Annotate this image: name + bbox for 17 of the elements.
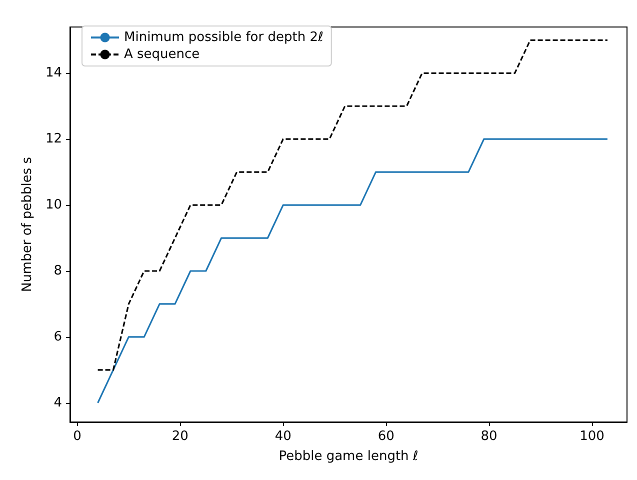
x-tick-label: 40 [274,429,292,444]
legend-label: Minimum possible for depth 2ℓ [124,30,324,45]
x-tick-label: 0 [73,429,82,444]
y-axis-title: Number of pebbles s [20,156,35,292]
y-tick-label: 8 [54,263,62,278]
y-tick-label: 12 [45,132,62,147]
x-tick-label: 20 [172,429,188,444]
x-tick-label: 60 [378,429,394,444]
y-tick-label: 10 [45,198,62,213]
y-tick-label: 6 [54,329,62,344]
x-tick-label: 100 [580,429,604,444]
x-axis-title: Pebble game length ℓ [278,449,418,464]
legend-label: A sequence [124,47,200,62]
x-tick-label: 80 [480,429,498,444]
y-tick-label: 14 [45,66,62,81]
line-series [97,138,608,404]
y-tick-label: 4 [54,395,62,410]
